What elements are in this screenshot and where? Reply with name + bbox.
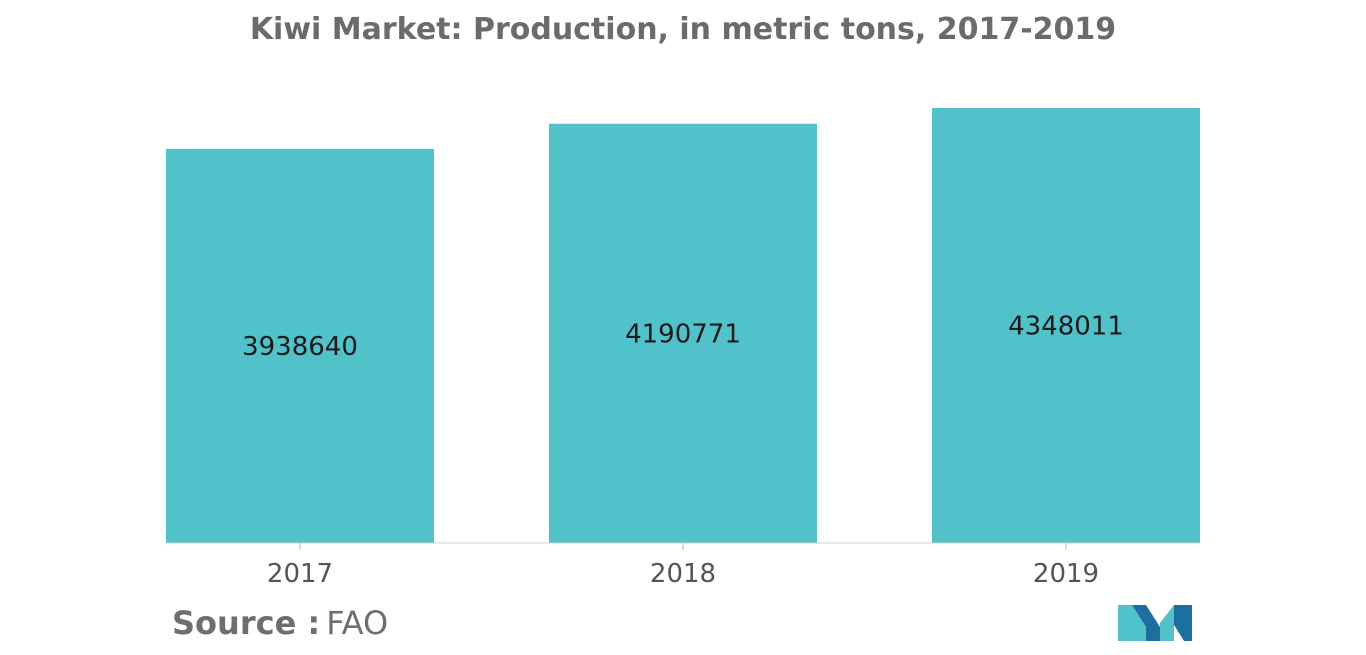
bar-2017: [166, 148, 434, 544]
bar-value-label: 4348011: [1008, 312, 1124, 342]
source-note: Source : FAO: [172, 604, 388, 642]
x-tick-label: 2018: [650, 559, 716, 589]
bar-value-label: 3938640: [242, 332, 358, 362]
bar-2019: [932, 108, 1200, 543]
bar-value-label: 4190771: [625, 319, 741, 349]
source-value: FAO: [326, 604, 389, 642]
chart-title: Kiwi Market: Production, in metric tons,…: [249, 12, 1117, 47]
source-label: Source :: [172, 604, 321, 642]
x-tick-label: 2019: [1033, 559, 1099, 589]
bar-2018: [549, 123, 817, 543]
mordor-intelligence-logo-icon: [1118, 605, 1192, 641]
x-tick-label: 2017: [267, 559, 333, 589]
x-axis-ticks: 2017 2018 2019: [267, 543, 1099, 589]
bars-layer: 3938640 4190771 4348011: [166, 108, 1200, 544]
